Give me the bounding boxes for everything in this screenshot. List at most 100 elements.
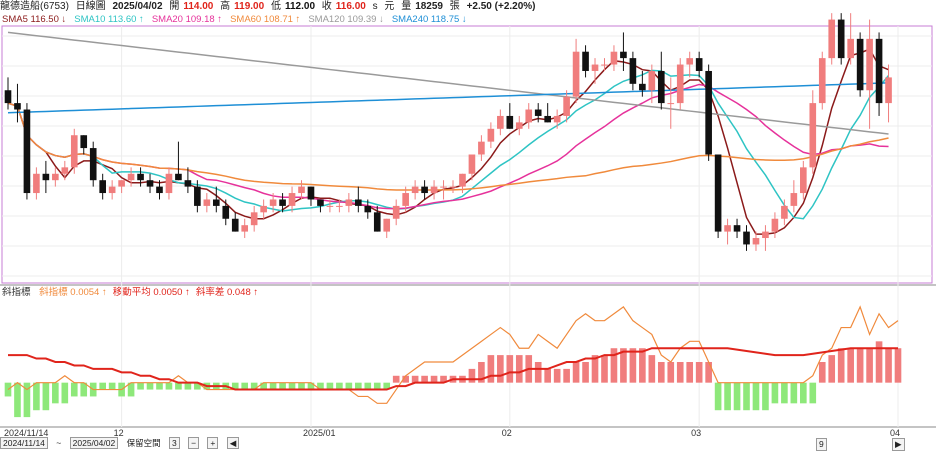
indicator-bar: [894, 348, 902, 383]
volume-label: 量: [401, 1, 412, 12]
indicator-bar: [695, 362, 703, 383]
unit-label: 元: [384, 1, 395, 12]
candle-body: [478, 141, 485, 155]
candle-body: [762, 231, 769, 239]
indicator-bar: [497, 355, 504, 383]
candle-body: [392, 205, 400, 219]
candle-body: [70, 135, 78, 168]
stock-chart[interactable]: 2024/11/14 12 2025/01 02 03 04: [0, 0, 936, 438]
indicator-bar: [307, 382, 315, 390]
indicator-bar: [610, 348, 618, 383]
ma-legend-item-5: SMA240 118.75 ↓: [391, 14, 467, 25]
indicator-bar: [33, 382, 40, 411]
ma-legend-item-1: SMA10 113.60 ↑: [74, 14, 144, 25]
candle-body: [591, 64, 599, 71]
candle-body: [620, 51, 627, 59]
indicator-bar: [298, 382, 305, 390]
candle-body: [14, 103, 21, 110]
indicator-bar: [809, 382, 817, 404]
candle-body: [146, 180, 154, 187]
candle-body: [695, 58, 703, 71]
candle-body: [818, 58, 826, 104]
indicator-bar: [52, 382, 59, 404]
high-label: 高: [220, 1, 231, 12]
volume-unit: 張: [449, 1, 460, 12]
indicator-bar: [790, 382, 798, 404]
scroll-right-button[interactable]: ▶: [892, 438, 905, 451]
candle-body: [42, 173, 50, 181]
indicator-bar: [430, 375, 438, 383]
indicator-bar: [345, 382, 353, 390]
candle-body: [440, 186, 447, 188]
sma60-line: [7, 102, 889, 191]
sma5-line: [7, 48, 889, 235]
indicator-bar: [260, 382, 267, 390]
indicator-bar: [506, 355, 514, 383]
indicator-bar: [667, 362, 675, 383]
page-indicator: 9: [816, 438, 827, 451]
candle-body: [752, 238, 760, 245]
candle-body: [298, 186, 305, 194]
indicator-bar: [875, 341, 883, 383]
candle-body: [137, 173, 144, 181]
candle-body: [781, 205, 788, 219]
candle-body: [127, 173, 135, 181]
indicator-bar: [781, 382, 788, 404]
candle-body: [231, 218, 239, 232]
indicator-bar: [250, 382, 258, 390]
indicator-bar: [364, 382, 372, 390]
candle-body: [487, 128, 495, 142]
candle-body: [847, 38, 854, 59]
candle-body: [33, 173, 40, 194]
indicator-bar: [771, 382, 779, 404]
zoom-in-button[interactable]: +: [207, 437, 219, 449]
indicator-bar: [165, 382, 173, 390]
candle-body: [866, 38, 873, 91]
indicator-bar: [241, 382, 249, 390]
candle-body: [317, 199, 324, 206]
candle-body: [355, 199, 362, 206]
retain-space-input[interactable]: 3: [168, 437, 180, 449]
ma-legend-item-0: SMA5 116.50 ↓: [2, 14, 67, 25]
scroll-left-button[interactable]: ◀: [226, 437, 240, 449]
indicator-bar: [383, 382, 391, 390]
indicator-bar: [421, 375, 428, 383]
range-to-input[interactable]: 2025/04/02: [69, 437, 119, 449]
x-axis-tick-label: 2025/01: [303, 428, 336, 438]
candle-body: [175, 173, 182, 181]
indicator-bar: [336, 382, 343, 390]
open-label: 開: [169, 1, 180, 12]
indicator-bar: [544, 368, 551, 383]
candle-body: [364, 205, 372, 213]
candle-body: [724, 225, 731, 232]
indicator-bar: [61, 382, 69, 404]
candle-body: [279, 199, 286, 206]
range-from-input[interactable]: 2024/11/14: [0, 437, 48, 449]
indicator-bar: [733, 382, 741, 411]
indicator-bar: [648, 355, 656, 383]
indicator-bar: [146, 382, 154, 390]
candle-body: [553, 115, 561, 123]
indicator-bar: [288, 382, 296, 390]
candle-body: [828, 19, 836, 59]
indicator-legend-item-1: 斜指標 0.0054 ↑: [39, 287, 107, 298]
candle-body: [714, 154, 722, 232]
candle-body: [667, 103, 675, 105]
indicator-bar: [534, 362, 542, 383]
candle-body: [402, 193, 409, 206]
indicator-bar: [468, 368, 476, 383]
indicator-bar: [14, 382, 21, 418]
candle-body: [459, 173, 466, 187]
quote-date: 2025/04/02: [112, 1, 163, 12]
candle-body: [572, 51, 580, 97]
sma10-line: [7, 69, 890, 220]
indicator-bar: [553, 368, 561, 383]
indicator-bar: [156, 382, 163, 390]
candle-body: [203, 199, 211, 206]
low-value: 112.00: [284, 1, 316, 12]
zoom-out-button[interactable]: −: [188, 437, 200, 449]
low-label: 低: [270, 1, 281, 12]
range-separator-icon: ~: [56, 438, 62, 448]
retain-space-label: 保留空間: [126, 438, 161, 448]
x-axis-start-label: 2024/11/14: [4, 428, 48, 438]
